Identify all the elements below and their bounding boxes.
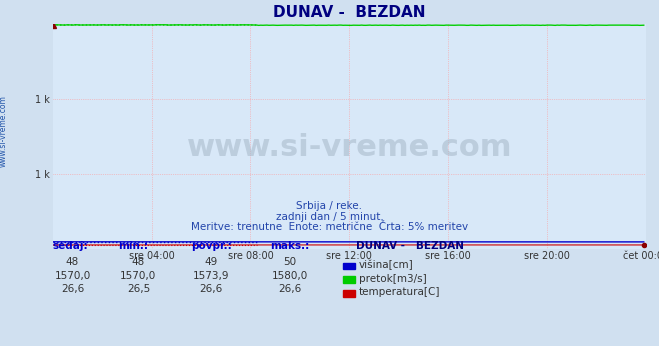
Text: Meritve: trenutne  Enote: metrične  Črta: 5% meritev: Meritve: trenutne Enote: metrične Črta: …: [191, 222, 468, 232]
Text: pretok[m3/s]: pretok[m3/s]: [359, 274, 427, 283]
Text: 1570,0: 1570,0: [120, 271, 157, 281]
Text: min.:: min.:: [119, 241, 149, 251]
Text: 1570,0: 1570,0: [54, 271, 91, 281]
Text: 26,6: 26,6: [278, 284, 302, 294]
Text: 48: 48: [66, 257, 79, 267]
Text: 48: 48: [132, 257, 145, 267]
Text: povpr.:: povpr.:: [191, 241, 232, 251]
Text: 26,6: 26,6: [199, 284, 223, 294]
Title: DUNAV -  BEZDAN: DUNAV - BEZDAN: [273, 5, 426, 20]
Text: višina[cm]: višina[cm]: [359, 260, 414, 270]
Text: www.si-vreme.com: www.si-vreme.com: [0, 95, 8, 167]
Text: 26,6: 26,6: [61, 284, 84, 294]
Text: 49: 49: [204, 257, 217, 267]
Text: sedaj:: sedaj:: [53, 241, 88, 251]
Text: 26,5: 26,5: [127, 284, 150, 294]
Text: DUNAV -   BEZDAN: DUNAV - BEZDAN: [356, 241, 464, 251]
Text: 50: 50: [283, 257, 297, 267]
Text: temperatura[C]: temperatura[C]: [359, 288, 441, 297]
Text: Srbija / reke.: Srbija / reke.: [297, 201, 362, 211]
Text: maks.:: maks.:: [270, 241, 310, 251]
Text: zadnji dan / 5 minut.: zadnji dan / 5 minut.: [275, 212, 384, 222]
Text: 1573,9: 1573,9: [192, 271, 229, 281]
Text: www.si-vreme.com: www.si-vreme.com: [186, 133, 512, 162]
Text: 1580,0: 1580,0: [272, 271, 308, 281]
